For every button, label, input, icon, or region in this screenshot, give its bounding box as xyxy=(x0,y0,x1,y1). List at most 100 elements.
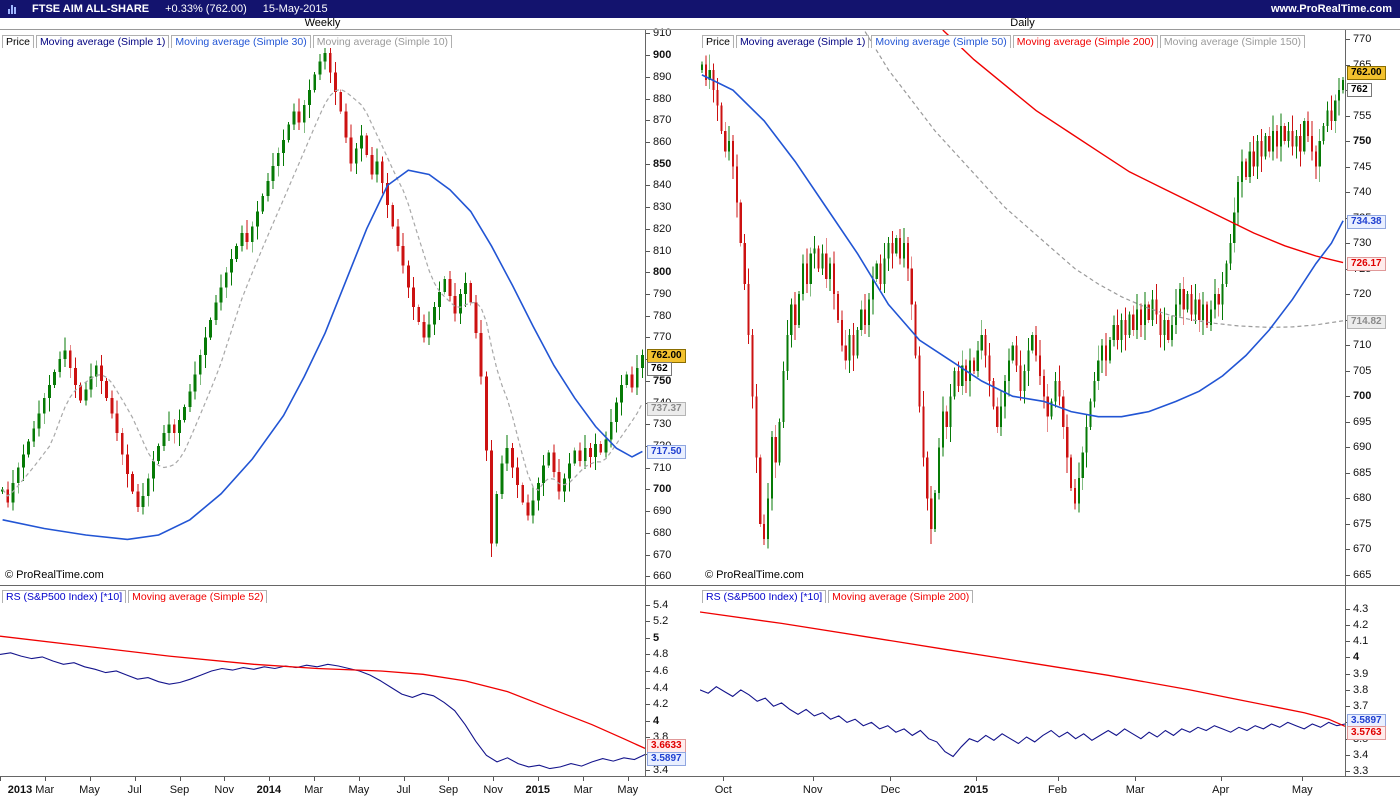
price-marker-last: 762.00 xyxy=(1347,66,1386,81)
x-axis-tick xyxy=(537,777,539,781)
y-axis-tick xyxy=(646,704,650,706)
price-marker-blue: 717.50 xyxy=(647,445,686,460)
legend-item[interactable]: Moving average (Simple 1) xyxy=(35,35,170,48)
y-axis-label: 670 xyxy=(1353,543,1372,556)
y-axis-label: 700 xyxy=(653,483,672,496)
y-axis-label: 780 xyxy=(653,309,672,322)
price-marker-gray: 737.37 xyxy=(647,402,686,417)
y-axis-label: 5.2 xyxy=(653,615,669,628)
x-axis-label: 2015 xyxy=(525,784,551,796)
x-axis-tick xyxy=(493,777,495,781)
x-axis-label: Mar xyxy=(1125,784,1145,796)
x-axis-tick xyxy=(723,777,725,781)
y-axis-label: 3.9 xyxy=(1353,667,1369,680)
weekly-rs-chart[interactable] xyxy=(0,599,645,776)
x-axis-label: Nov xyxy=(802,784,823,796)
legend-item[interactable]: RS (S&P500 Index) [*10] xyxy=(2,590,127,603)
y-axis-tick xyxy=(1346,166,1350,168)
y-axis-tick xyxy=(1346,689,1350,691)
legend-item[interactable]: Price xyxy=(702,35,734,48)
legend-item[interactable]: Moving average (Simple 50) xyxy=(871,35,1011,48)
y-axis-tick xyxy=(646,163,650,165)
legend-item[interactable]: Moving average (Simple 30) xyxy=(171,35,311,48)
y-axis-label: 700 xyxy=(1353,390,1372,403)
y-axis-label: 3.7 xyxy=(1353,700,1369,713)
y-axis-label: 4 xyxy=(653,714,660,727)
x-axis-tick xyxy=(1057,777,1059,781)
y-axis-label: 4.2 xyxy=(1353,618,1369,631)
x-axis-tick xyxy=(224,777,226,781)
legend-item[interactable]: Moving average (Simple 200) xyxy=(828,590,974,603)
watermark: © ProRealTime.com xyxy=(705,569,804,581)
price-marker-gray: 714.82 xyxy=(1347,314,1386,329)
x-axis-label: Apr xyxy=(1212,784,1230,796)
y-axis-tick xyxy=(646,141,650,143)
y-axis-label: 3.4 xyxy=(1353,748,1369,761)
legend-item[interactable]: RS (S&P500 Index) [*10] xyxy=(702,590,827,603)
x-axis-tick xyxy=(1135,777,1137,781)
legend-item[interactable]: Moving average (Simple 52) xyxy=(128,590,268,603)
daily-panel: Daily Price Moving average (Simple 1) Movi… xyxy=(700,18,1400,800)
price-change: +0.33% (762.00) xyxy=(165,3,247,15)
x-axis-label: Sep xyxy=(169,784,190,796)
y-axis-tick xyxy=(1346,608,1350,610)
y-axis-tick xyxy=(646,250,650,252)
y-axis-label: 710 xyxy=(653,461,672,474)
y-axis-label: 890 xyxy=(653,70,672,83)
y-axis-label: 740 xyxy=(1353,186,1372,199)
y-axis-label: 730 xyxy=(1353,237,1372,250)
daily-rs-chart[interactable] xyxy=(700,599,1345,776)
y-axis-label: 3.3 xyxy=(1353,765,1369,778)
y-axis-tick xyxy=(646,720,650,722)
y-axis-label: 3.8 xyxy=(1353,683,1369,696)
price-marker-blue: 3.5897 xyxy=(647,751,686,766)
y-axis-tick xyxy=(646,604,650,606)
x-axis-tick xyxy=(975,777,977,781)
y-axis-label: 820 xyxy=(653,222,672,235)
weekly-price-chart[interactable] xyxy=(0,29,645,585)
x-axis-tick xyxy=(268,777,270,781)
y-axis-tick xyxy=(646,554,650,556)
legend-weekly: Price Moving average (Simple 1) Moving ave… xyxy=(2,32,644,48)
weekly-x-axis: 2013 Mar May Jul Sep Nov 2014 Mar May Jul Sep Nov 20… xyxy=(0,776,700,801)
price-marker-plain: 762 xyxy=(1347,83,1372,98)
price-marker-last: 762.00 xyxy=(647,348,686,363)
y-axis-tick xyxy=(1346,192,1350,194)
y-axis-tick xyxy=(646,737,650,739)
y-axis-label: 4.2 xyxy=(653,698,669,711)
chart-title-daily: Daily xyxy=(1010,17,1035,29)
y-axis-label: 680 xyxy=(653,526,672,539)
y-axis-label: 710 xyxy=(1353,339,1372,352)
y-axis-label: 4 xyxy=(1353,651,1360,664)
y-axis-tick xyxy=(1346,624,1350,626)
y-axis-tick xyxy=(1346,294,1350,296)
x-axis-label: Sep xyxy=(438,784,459,796)
chart-logo-icon xyxy=(8,4,16,14)
y-axis-label: 860 xyxy=(653,135,672,148)
x-axis-tick xyxy=(179,777,181,781)
price-marker-blue: 734.38 xyxy=(1347,214,1386,229)
y-axis-tick xyxy=(1346,673,1350,675)
legend-item[interactable]: Price xyxy=(2,35,34,48)
y-axis-tick xyxy=(1346,396,1350,398)
y-axis-label: 4.4 xyxy=(653,681,669,694)
y-axis-tick xyxy=(1346,370,1350,372)
x-axis-tick xyxy=(358,777,360,781)
y-axis-label: 670 xyxy=(653,548,672,561)
x-axis-tick xyxy=(313,777,315,781)
x-axis-tick xyxy=(583,777,585,781)
daily-price-chart[interactable] xyxy=(700,29,1345,585)
y-axis-label: 690 xyxy=(653,505,672,518)
y-axis-label: 880 xyxy=(653,92,672,105)
y-axis-tick xyxy=(1346,447,1350,449)
x-axis-tick xyxy=(44,777,46,781)
x-axis-label: Nov xyxy=(214,784,234,796)
legend-item[interactable]: Moving average (Simple 200) xyxy=(1012,35,1158,48)
legend-item[interactable]: Moving average (Simple 1) xyxy=(735,35,870,48)
legend-item[interactable]: Moving average (Simple 10) xyxy=(312,35,453,48)
y-axis-label: 800 xyxy=(653,266,672,279)
x-axis-tick xyxy=(1302,777,1304,781)
y-axis-tick xyxy=(646,511,650,513)
legend-item[interactable]: Moving average (Simple 150) xyxy=(1159,35,1306,48)
y-axis-tick xyxy=(1346,243,1350,245)
